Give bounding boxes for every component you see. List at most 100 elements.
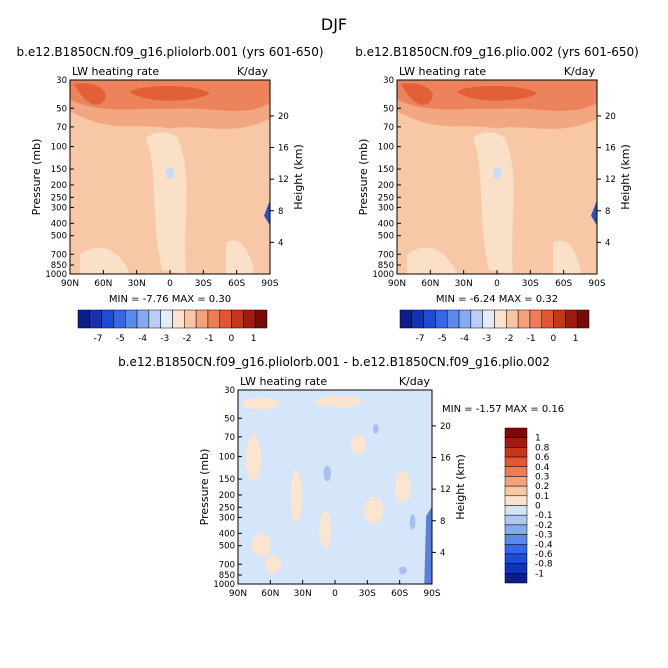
colorbar-label: 0.3 — [535, 472, 549, 482]
height-axis-label: Height (km) — [454, 454, 467, 520]
y-axis-label: Pressure (mb) — [30, 139, 43, 216]
height-axis-label: Height (km) — [619, 144, 632, 210]
y-tick-label: 850 — [219, 571, 235, 581]
colorbar-swatch — [504, 573, 528, 584]
colorbar-swatch — [160, 309, 173, 329]
contour-fill-surface-south — [553, 240, 581, 274]
colorbar-swatch — [504, 544, 528, 555]
y-tick-label: 50 — [383, 104, 394, 114]
units-label: K/day — [564, 65, 596, 78]
y-tick-label: 1000 — [45, 270, 67, 280]
panel-title: b.e12.B1850CN.f09_g16.pliolorb.001 (yrs … — [16, 45, 323, 59]
x-tick-label: 90S — [588, 279, 605, 289]
min-max-stats: MIN = -6.24 MAX = 0.32 — [436, 294, 558, 305]
colorbar-swatch — [504, 437, 528, 448]
contour-fill-polar-min — [591, 200, 597, 226]
colorbar-swatch — [148, 309, 161, 329]
min-max-stats: MIN = -1.57 MAX = 0.16 — [442, 404, 564, 415]
contour-fill-surface-south — [226, 240, 254, 274]
colorbar-swatch — [504, 534, 528, 545]
panel-pliolorb: b.e12.B1850CN.f09_g16.pliolorb.001 (yrs … — [16, 45, 323, 344]
contour-fill-negative-1 — [372, 423, 379, 434]
y-tick-label: 400 — [378, 219, 394, 229]
contour-fill-max-center — [130, 86, 210, 101]
contour-fill-surface-north — [407, 247, 457, 274]
contour-fill-positive-7 — [395, 471, 411, 503]
colorbar-label: 1 — [573, 334, 579, 344]
x-tick-label: 30S — [195, 279, 212, 289]
height-tick-label: 20 — [278, 112, 289, 122]
colorbar-swatch — [113, 309, 126, 329]
colorbar-swatch — [504, 563, 528, 574]
panel-title: b.e12.B1850CN.f09_g16.plio.002 (yrs 601-… — [355, 45, 639, 59]
height-tick-label: 20 — [605, 112, 616, 122]
x-tick-label: 90S — [261, 279, 278, 289]
height-tick-label: 16 — [440, 454, 451, 464]
colorbar-label: 0 — [229, 334, 235, 344]
x-tick-label: 60S — [391, 589, 408, 599]
x-tick-label: 90N — [388, 279, 406, 289]
y-tick-label: 200 — [51, 181, 67, 191]
colorbar-label: 0.2 — [535, 482, 549, 492]
height-tick-label: 4 — [440, 548, 445, 558]
panel-title: b.e12.B1850CN.f09_g16.pliolorb.001 - b.e… — [118, 355, 550, 369]
contour-fill-positive-2 — [245, 434, 262, 482]
units-label: K/day — [399, 375, 431, 388]
contour-fill-min-patch — [166, 167, 174, 180]
colorbar-swatch — [231, 309, 244, 329]
variable-label: LW heating rate — [240, 375, 327, 388]
colorbar-label: -2 — [182, 334, 191, 344]
colorbar-swatch — [411, 309, 424, 329]
y-tick-label: 700 — [219, 560, 235, 570]
colorbar-label: 0.8 — [535, 443, 550, 453]
colorbar-swatch — [504, 476, 528, 487]
contour-fill-max-north — [401, 83, 433, 105]
contour-fill-positive-4 — [251, 533, 271, 557]
x-tick-label: 60S — [555, 279, 572, 289]
colorbar-label: 0.6 — [535, 453, 550, 463]
y-tick-label: 250 — [378, 193, 394, 203]
contour-fill-negative-2 — [409, 514, 416, 530]
contour-fill-positive-8 — [319, 510, 332, 550]
height-axis-label: Height (km) — [292, 144, 305, 210]
colorbar-label: -1 — [535, 569, 544, 579]
height-tick-label: 4 — [605, 238, 610, 248]
y-tick-label: 50 — [56, 104, 67, 114]
contour-fill-positive-3 — [290, 469, 303, 524]
min-max-stats: MIN = -7.76 MAX = 0.30 — [109, 294, 231, 305]
x-tick-label: 30N — [128, 279, 146, 289]
y-tick-label: 100 — [378, 143, 394, 153]
colorbar-swatch — [243, 309, 256, 329]
y-tick-label: 850 — [378, 261, 394, 271]
height-tick-label: 20 — [440, 422, 451, 432]
colorbar-swatch — [219, 309, 232, 329]
y-tick-label: 1000 — [213, 580, 235, 590]
y-tick-label: 30 — [383, 76, 394, 86]
colorbar-label: -2 — [504, 334, 513, 344]
colorbar-swatch — [254, 309, 268, 329]
y-tick-label: 100 — [51, 143, 67, 153]
height-tick-label: 8 — [440, 517, 445, 527]
y-tick-label: 300 — [219, 513, 235, 523]
colorbar-swatch — [77, 309, 91, 329]
colorbar-swatch — [458, 309, 472, 329]
contour-fill-positive-6 — [364, 496, 384, 524]
colorbar-swatch — [435, 309, 448, 329]
colorbar-swatch — [207, 309, 220, 329]
colorbar-swatch — [447, 309, 460, 329]
colorbar-swatch — [504, 427, 528, 438]
contour-fill-max-north — [74, 83, 106, 105]
colorbar-label: -7 — [416, 334, 425, 344]
y-tick-label: 50 — [224, 414, 235, 424]
colorbar-label: -7 — [94, 334, 103, 344]
colorbar-swatch — [423, 309, 436, 329]
x-tick-label: 30N — [294, 589, 312, 599]
contour-fill-tropical-column — [146, 132, 187, 274]
units-label: K/day — [237, 65, 269, 78]
contour-fill-min-patch — [493, 167, 501, 180]
height-tick-label: 4 — [278, 238, 283, 248]
y-tick-label: 70 — [224, 433, 235, 443]
y-tick-label: 1000 — [372, 270, 394, 280]
y-axis-label: Pressure (mb) — [198, 449, 211, 526]
